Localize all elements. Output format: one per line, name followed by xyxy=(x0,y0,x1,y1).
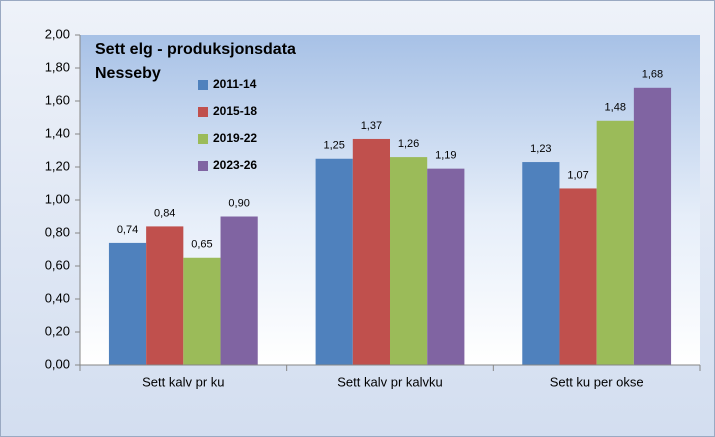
chart-subtitle: Nesseby xyxy=(95,65,161,82)
bar xyxy=(220,216,258,365)
legend-swatch xyxy=(198,107,208,117)
x-tick-label: Sett kalv pr ku xyxy=(142,374,224,389)
value-label: 0,65 xyxy=(191,239,212,251)
y-tick-label: 0,40 xyxy=(45,290,70,305)
bar xyxy=(183,257,221,365)
bar xyxy=(352,138,390,365)
value-label: 0,84 xyxy=(154,207,175,219)
legend-label: 2015-18 xyxy=(213,104,257,118)
chart-title: Sett elg - produksjonsdata xyxy=(95,41,296,58)
value-label: 1,07 xyxy=(567,169,588,181)
bar xyxy=(427,168,465,365)
y-tick-label: 1,40 xyxy=(45,125,70,140)
value-label: 0,74 xyxy=(117,224,138,236)
value-label: 1,19 xyxy=(435,150,456,162)
bar xyxy=(522,162,560,365)
y-tick-label: 0,20 xyxy=(45,323,70,338)
legend-label: 2023-26 xyxy=(213,158,257,172)
x-tick-label: Sett ku per okse xyxy=(550,374,644,389)
value-label: 1,37 xyxy=(361,120,382,132)
y-tick-label: 1,80 xyxy=(45,59,70,74)
x-tick-label: Sett kalv pr kalvku xyxy=(337,374,443,389)
bar xyxy=(315,158,353,365)
legend-label: 2019-22 xyxy=(213,131,257,145)
legend-swatch xyxy=(198,80,208,90)
value-label: 1,23 xyxy=(530,143,551,155)
value-label: 1,68 xyxy=(642,69,663,81)
y-tick-label: 1,00 xyxy=(45,191,70,206)
y-tick-label: 0,80 xyxy=(45,224,70,239)
legend-swatch xyxy=(198,134,208,144)
value-label: 1,26 xyxy=(398,138,419,150)
bar xyxy=(108,242,147,365)
value-label: 1,48 xyxy=(605,102,626,114)
bar xyxy=(146,226,184,365)
y-tick-label: 0,00 xyxy=(45,356,70,371)
bar xyxy=(596,120,634,365)
value-label: 0,90 xyxy=(228,197,249,209)
bar xyxy=(559,188,597,365)
legend-label: 2011-14 xyxy=(213,77,257,91)
bar xyxy=(390,157,428,365)
y-tick-label: 1,20 xyxy=(45,158,70,173)
value-label: 1,25 xyxy=(323,140,344,152)
y-tick-label: 2,00 xyxy=(45,26,70,41)
bar xyxy=(633,87,672,366)
y-tick-label: 1,60 xyxy=(45,92,70,107)
y-tick-label: 0,60 xyxy=(45,257,70,272)
legend-swatch xyxy=(198,161,208,171)
